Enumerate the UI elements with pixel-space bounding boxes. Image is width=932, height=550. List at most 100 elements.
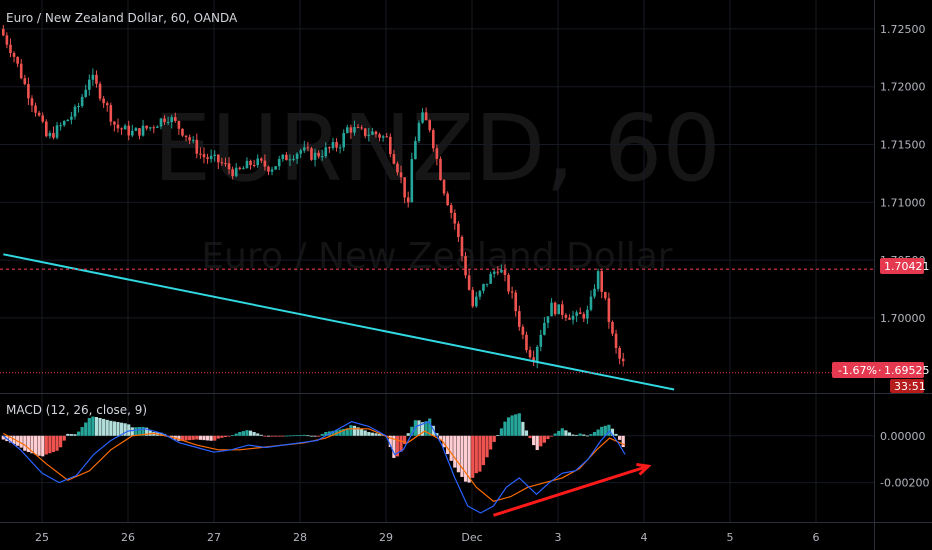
macd-hist-neg xyxy=(481,435,486,466)
candle-up xyxy=(62,121,66,126)
axes[interactable]: 1.725001.720001.715001.710001.705001.700… xyxy=(35,23,929,544)
candle-down xyxy=(163,118,166,123)
macd-hist-neg xyxy=(223,435,228,438)
candle-down xyxy=(328,147,331,149)
macd-hist-neg xyxy=(270,435,274,437)
candle-down xyxy=(510,291,514,293)
macd-legend[interactable]: MACD (12, 26, close, 9) xyxy=(6,403,147,417)
candle-down xyxy=(184,135,188,138)
candle-down xyxy=(41,115,45,122)
candle-down xyxy=(385,136,389,138)
candle-up xyxy=(589,296,593,310)
macd-hist-neg xyxy=(51,435,56,452)
candle-down xyxy=(424,112,428,121)
candle-down xyxy=(507,274,510,292)
macd-hist-pos xyxy=(510,415,514,436)
macd-hist-neg xyxy=(1,435,5,440)
candle-down xyxy=(435,148,439,159)
candle-down xyxy=(95,74,98,84)
macd-hist-pos xyxy=(94,417,99,436)
candle-up xyxy=(500,269,503,273)
macd-hist-neg xyxy=(266,435,271,437)
price-tick-label: 1.71500 xyxy=(880,138,926,151)
macd-hist-pos xyxy=(521,421,525,436)
candle-up xyxy=(270,169,274,172)
macd-hist-pos xyxy=(238,432,242,436)
candle-down xyxy=(227,163,231,170)
candle-down xyxy=(152,127,156,129)
candle-down xyxy=(532,357,535,362)
candle-down xyxy=(34,105,37,113)
macd-pane[interactable] xyxy=(1,413,652,517)
price-separator: · xyxy=(878,364,882,377)
divergence-arrow-shaft xyxy=(493,464,649,517)
macd-hist-neg xyxy=(213,435,217,441)
countdown-box xyxy=(890,379,924,393)
candle-down xyxy=(45,121,48,137)
candle-up xyxy=(156,126,159,128)
price-pane[interactable] xyxy=(0,25,874,391)
candle-up xyxy=(141,125,145,136)
grid xyxy=(0,0,874,522)
macd-hist-pos xyxy=(119,422,124,436)
price-tick-label: 1.71000 xyxy=(880,196,926,209)
candle-down xyxy=(5,35,9,45)
macd-hist-neg xyxy=(313,435,317,437)
candle-down xyxy=(360,127,363,129)
macd-hist-neg xyxy=(535,435,539,451)
candle-down xyxy=(9,44,12,54)
macd-hist-neg xyxy=(30,435,34,454)
macd-hist-neg xyxy=(12,435,16,445)
macd-hist-neg xyxy=(37,435,41,456)
macd-hist-neg xyxy=(449,435,453,461)
candle-down xyxy=(467,275,471,290)
macd-hist-pos xyxy=(524,430,529,436)
candle-up xyxy=(492,271,496,274)
candle-down xyxy=(109,105,113,122)
candle-down xyxy=(224,163,227,165)
candle-down xyxy=(460,236,464,257)
macd-hist-neg xyxy=(395,435,400,457)
macd-hist-pos xyxy=(342,428,346,436)
macd-hist-neg xyxy=(227,435,231,437)
macd-hist-pos xyxy=(302,434,306,436)
candle-down xyxy=(363,128,367,136)
candle-down xyxy=(496,271,500,273)
last-price-box xyxy=(832,362,924,378)
candle-down xyxy=(446,193,449,206)
candle-down xyxy=(138,128,141,136)
candle-up xyxy=(245,160,249,169)
candle-up xyxy=(489,273,492,284)
macd-hist-neg xyxy=(539,435,543,447)
macd-hist-pos xyxy=(73,434,77,436)
candle-up xyxy=(535,346,539,362)
macd-hist-neg xyxy=(198,435,202,440)
candle-up xyxy=(77,106,80,108)
macd-hist-pos xyxy=(564,430,568,436)
candle-down xyxy=(199,153,202,155)
candle-down xyxy=(564,314,568,318)
time-tick-label: 4 xyxy=(641,531,648,544)
candle-up xyxy=(371,131,374,135)
candle-down xyxy=(249,160,252,166)
candle-down xyxy=(406,197,410,203)
macd-hist-pos xyxy=(69,434,73,436)
candle-down xyxy=(403,177,406,198)
candle-down xyxy=(98,83,102,99)
candle-up xyxy=(367,134,371,136)
macd-hist-pos xyxy=(256,433,260,436)
candle-up xyxy=(353,127,356,133)
candle-up xyxy=(88,79,91,90)
candle-up xyxy=(55,125,59,138)
candle-up xyxy=(131,130,134,136)
macd-hist-neg xyxy=(191,435,195,440)
candle-up xyxy=(159,118,163,127)
candle-up xyxy=(73,106,77,117)
candle-down xyxy=(439,158,442,181)
candle-up xyxy=(539,334,543,347)
candle-up xyxy=(346,127,349,134)
macd-hist-neg xyxy=(62,435,66,441)
candle-down xyxy=(30,98,34,106)
macd-hist-neg xyxy=(478,435,482,472)
